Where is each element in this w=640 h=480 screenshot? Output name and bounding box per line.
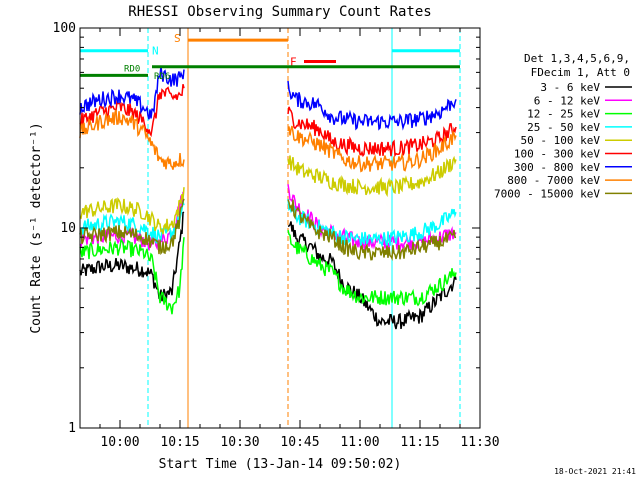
legend: Det 1,3,4,5,6,9, FDecim 1, Att 0 3 - 6 k…	[494, 52, 632, 200]
x-tick-label: 10:45	[280, 435, 319, 450]
y-axis-label: Count Rate (s⁻¹ detector⁻¹)	[29, 122, 44, 333]
legend-label-1: 6 - 12 keV	[534, 94, 601, 107]
legend-label-4: 50 - 100 keV	[521, 134, 601, 147]
series-line-5-segment-1	[287, 106, 457, 158]
legend-label-0: 3 - 6 keV	[540, 81, 600, 94]
series-line-0-segment-1	[287, 221, 457, 330]
x-tick-label: 10:00	[100, 435, 139, 450]
series-line-7-segment-1	[287, 125, 457, 173]
timestamp: 18-Oct-2021 21:41	[554, 467, 636, 476]
series-line-8-segment-0	[79, 198, 185, 256]
series-line-2-segment-0	[79, 237, 185, 315]
series-line-0-segment-0	[79, 211, 185, 303]
series-line-5-segment-0	[79, 84, 185, 138]
flag-label-rd6: RD6	[154, 72, 170, 82]
legend-label-3: 25 - 50 keV	[527, 121, 600, 134]
flag-label-n: N	[152, 45, 159, 58]
x-tick-label: 10:30	[220, 435, 259, 450]
series-line-6-segment-0	[79, 65, 185, 120]
x-tick-label: 11:00	[340, 435, 379, 450]
legend-label-8: 7000 - 15000 keV	[494, 187, 600, 200]
x-tick-label: 10:15	[160, 435, 199, 450]
x-tick-label: 11:30	[460, 435, 499, 450]
y-tick-label: 10	[60, 221, 76, 236]
series-line-8-segment-1	[287, 199, 457, 261]
legend-label-2: 12 - 25 keV	[527, 108, 600, 121]
legend-header-line-1: Det 1,3,4,5,6,9,	[524, 52, 630, 65]
flag-label-rd0: RD0	[124, 64, 140, 74]
axes: 1 10 100 10:00 10:15 10:30 10:45 11:00 11:15 11:3…	[53, 21, 500, 450]
y-tick-label: 100	[53, 21, 76, 36]
legend-label-6: 300 - 800 keV	[514, 161, 600, 174]
flag-label-s: S	[174, 32, 181, 45]
y-tick-label: 1	[68, 421, 76, 436]
flag-label-f: F	[290, 55, 297, 68]
series-line-4-segment-1	[287, 155, 457, 198]
series-line-3-segment-0	[79, 201, 185, 244]
plot-area: N S F RD0 RD6	[79, 28, 461, 428]
chart-title: RHESSI Observing Summary Count Rates	[128, 4, 431, 20]
legend-header-line-2: FDecim 1, Att 0	[531, 66, 630, 79]
series-line-2-segment-1	[287, 230, 457, 307]
series-line-4-segment-0	[79, 187, 185, 235]
series-line-6-segment-1	[287, 80, 457, 131]
series-line-7-segment-0	[79, 109, 185, 170]
x-tick-label: 11:15	[400, 435, 439, 450]
legend-label-7: 800 - 7000 keV	[507, 174, 600, 187]
legend-label-5: 100 - 300 keV	[514, 148, 600, 161]
x-axis-label: Start Time (13-Jan-14 09:50:02)	[159, 457, 402, 472]
